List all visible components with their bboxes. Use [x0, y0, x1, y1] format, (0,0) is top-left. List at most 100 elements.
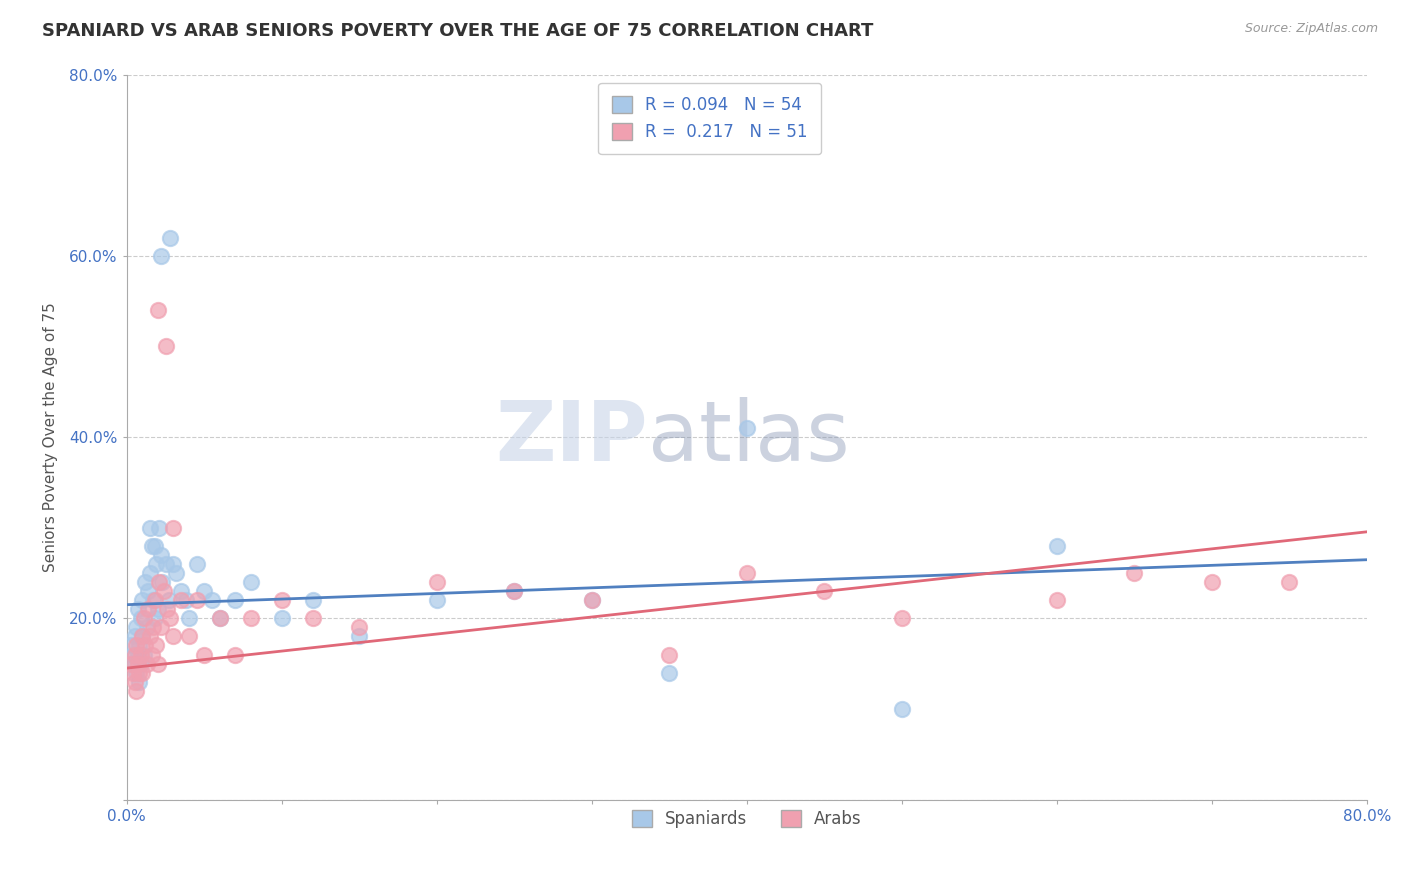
Point: [239, 611, 262, 625]
Point: [174, 593, 197, 607]
Point: [157, 593, 180, 607]
Point: [177, 611, 200, 625]
Y-axis label: Seniors Poverty Over the Age of 75: Seniors Poverty Over the Age of 75: [44, 302, 58, 572]
Point: [143, 539, 166, 553]
Point: [138, 602, 160, 616]
Point: [134, 639, 156, 653]
Point: [1201, 574, 1223, 589]
Point: [139, 566, 162, 580]
Point: [208, 611, 231, 625]
Point: [131, 665, 153, 680]
Point: [131, 629, 153, 643]
Text: SPANIARD VS ARAB SENIORS POVERTY OVER THE AGE OF 75 CORRELATION CHART: SPANIARD VS ARAB SENIORS POVERTY OVER TH…: [42, 22, 873, 40]
Point: [143, 611, 166, 625]
Point: [301, 593, 323, 607]
Point: [239, 574, 262, 589]
Point: [170, 593, 193, 607]
Point: [658, 665, 681, 680]
Point: [139, 629, 162, 643]
Point: [146, 602, 169, 616]
Point: [127, 657, 149, 671]
Point: [159, 230, 181, 244]
Point: [170, 584, 193, 599]
Point: [270, 593, 292, 607]
Point: [149, 249, 172, 263]
Point: [813, 584, 835, 599]
Point: [152, 574, 174, 589]
Point: [193, 584, 215, 599]
Point: [124, 674, 146, 689]
Point: [145, 557, 167, 571]
Point: [186, 593, 208, 607]
Point: [155, 557, 177, 571]
Text: Source: ZipAtlas.com: Source: ZipAtlas.com: [1244, 22, 1378, 36]
Point: [128, 665, 150, 680]
Point: [581, 593, 603, 607]
Point: [349, 629, 371, 643]
Point: [148, 521, 170, 535]
Point: [162, 557, 184, 571]
Point: [155, 339, 177, 353]
Point: [125, 665, 148, 680]
Point: [301, 611, 323, 625]
Point: [224, 648, 246, 662]
Text: ZIP: ZIP: [495, 397, 648, 477]
Point: [120, 657, 142, 671]
Point: [162, 521, 184, 535]
Point: [129, 657, 152, 671]
Point: [148, 574, 170, 589]
Point: [128, 639, 150, 653]
Point: [890, 702, 912, 716]
Point: [735, 566, 758, 580]
Point: [503, 584, 526, 599]
Point: [138, 584, 160, 599]
Point: [156, 602, 179, 616]
Point: [141, 539, 163, 553]
Point: [128, 674, 150, 689]
Point: [426, 593, 449, 607]
Point: [124, 629, 146, 643]
Point: [349, 620, 371, 634]
Point: [131, 593, 153, 607]
Point: [127, 602, 149, 616]
Point: [127, 648, 149, 662]
Point: [193, 648, 215, 662]
Point: [270, 611, 292, 625]
Point: [208, 611, 231, 625]
Point: [132, 611, 155, 625]
Point: [135, 620, 157, 634]
Point: [146, 303, 169, 318]
Point: [139, 521, 162, 535]
Point: [503, 584, 526, 599]
Legend: Spaniards, Arabs: Spaniards, Arabs: [626, 803, 869, 835]
Point: [162, 629, 184, 643]
Point: [129, 648, 152, 662]
Point: [124, 648, 146, 662]
Point: [142, 593, 165, 607]
Text: atlas: atlas: [648, 397, 849, 477]
Point: [658, 648, 681, 662]
Point: [224, 593, 246, 607]
Point: [735, 421, 758, 435]
Point: [131, 629, 153, 643]
Point: [125, 620, 148, 634]
Point: [142, 620, 165, 634]
Point: [124, 657, 146, 671]
Point: [1278, 574, 1301, 589]
Point: [146, 657, 169, 671]
Point: [120, 639, 142, 653]
Point: [125, 639, 148, 653]
Point: [125, 683, 148, 698]
Point: [135, 657, 157, 671]
Point: [426, 574, 449, 589]
Point: [149, 620, 172, 634]
Point: [122, 648, 145, 662]
Point: [1046, 593, 1069, 607]
Point: [581, 593, 603, 607]
Point: [153, 584, 176, 599]
Point: [149, 548, 172, 562]
Point: [141, 648, 163, 662]
Point: [132, 648, 155, 662]
Point: [165, 566, 187, 580]
Point: [159, 611, 181, 625]
